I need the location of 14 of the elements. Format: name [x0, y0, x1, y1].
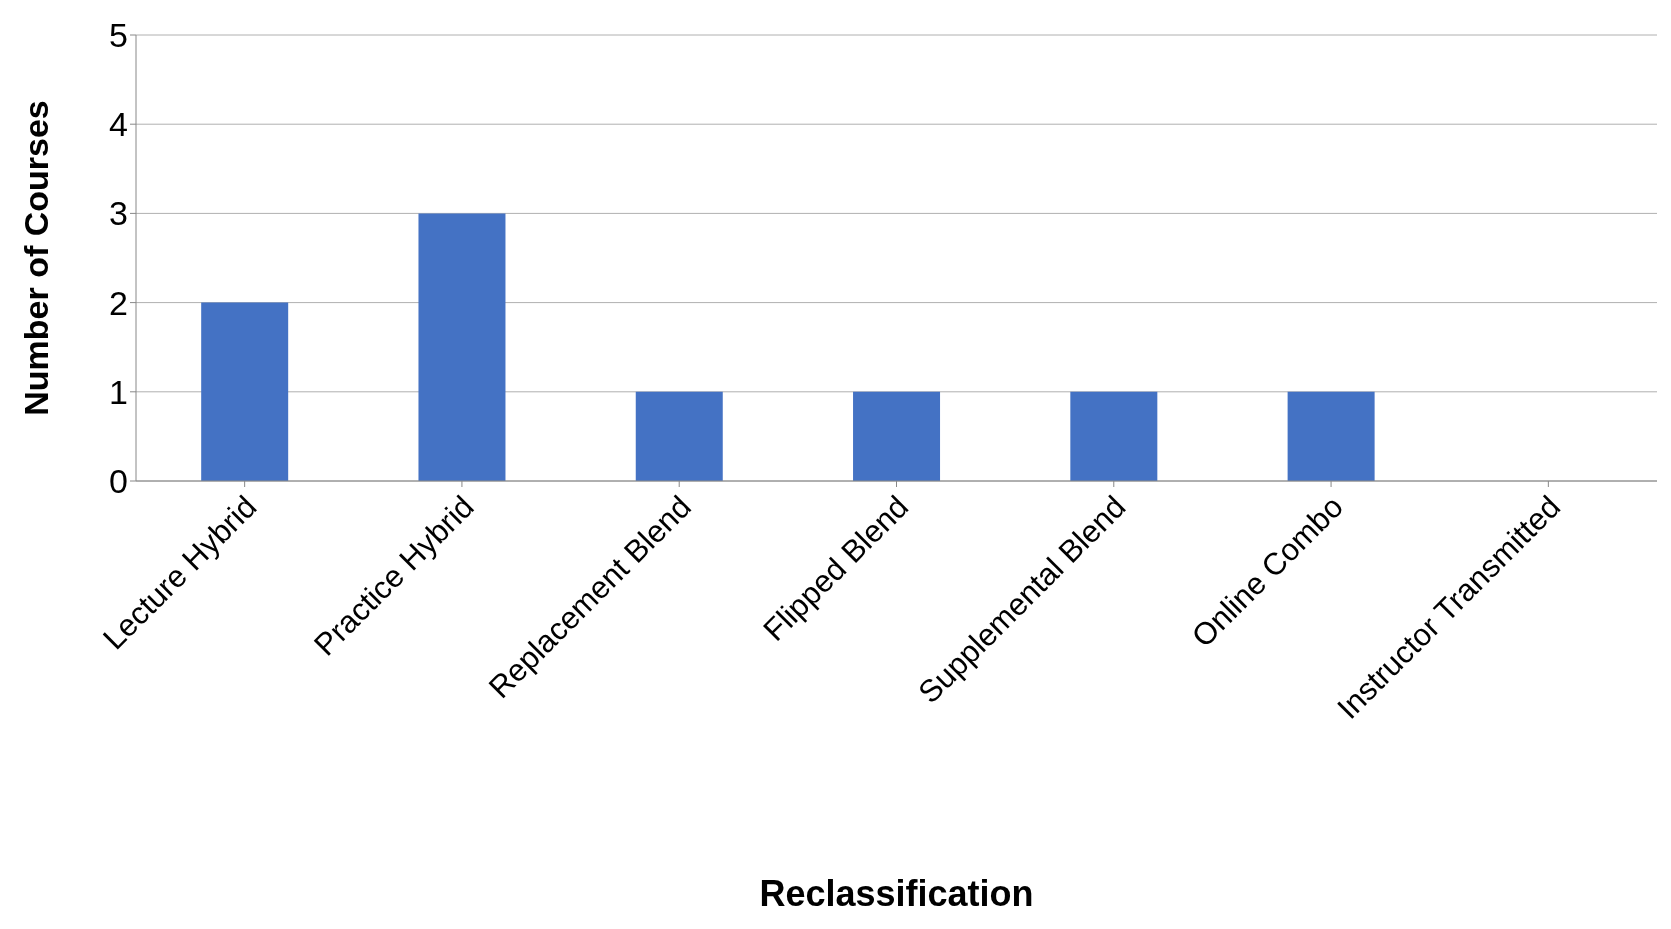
- y-tick-label: 0: [109, 462, 128, 501]
- bar: [1070, 391, 1158, 481]
- y-tick-label: 3: [109, 194, 128, 233]
- y-tick-label: 1: [109, 372, 128, 411]
- y-tick-label: 2: [109, 283, 128, 322]
- y-tick-label: 5: [109, 16, 128, 55]
- y-tick-label: 4: [109, 105, 128, 144]
- bar: [201, 302, 289, 481]
- bar: [1287, 391, 1375, 481]
- bar: [853, 391, 941, 481]
- bar: [418, 213, 506, 481]
- y-axis-title: Number of Courses: [17, 100, 56, 416]
- bar: [635, 391, 723, 481]
- x-axis-title: Reclassification: [759, 873, 1034, 914]
